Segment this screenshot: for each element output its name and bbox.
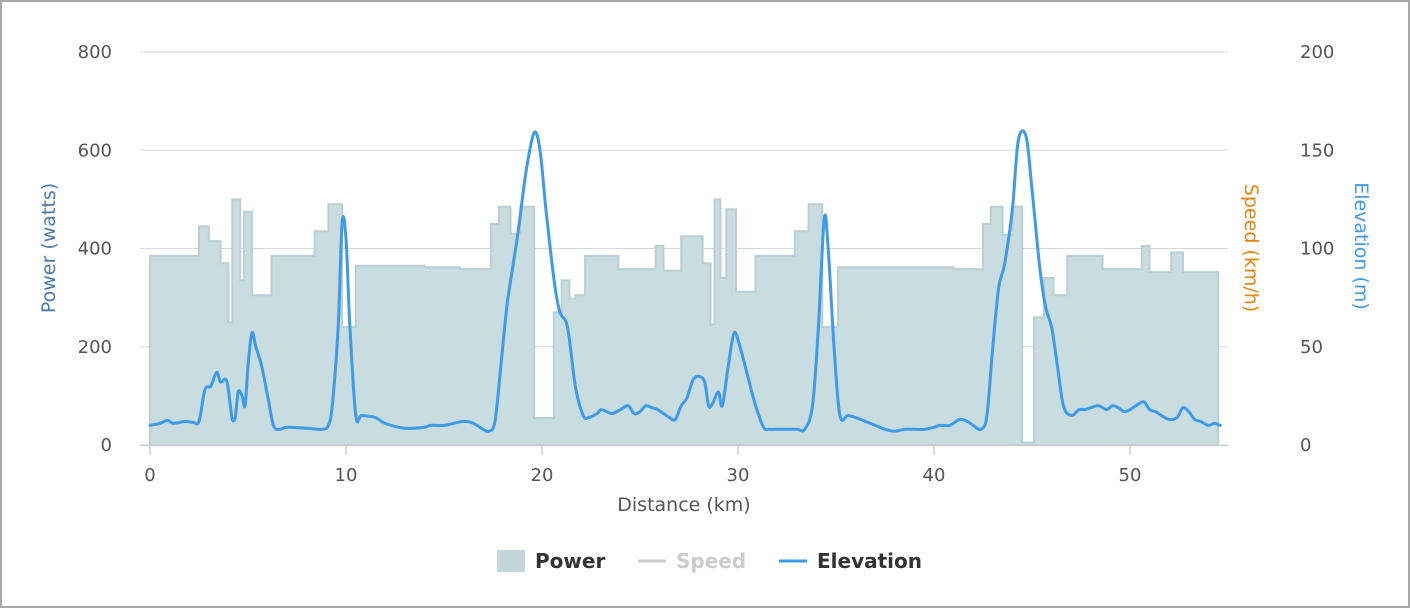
power-tick-label: 0: [101, 435, 112, 456]
power-tick-label: 600: [78, 140, 112, 161]
elevation-tick-label: 150: [1300, 140, 1334, 161]
x-tick-label: 0: [144, 465, 155, 486]
legend: Power Speed Elevation: [497, 549, 922, 573]
x-tick-label: 20: [531, 465, 554, 486]
power-axis-title: Power (watts): [38, 183, 60, 313]
power-tick-label: 400: [78, 239, 112, 260]
x-axis-title: Distance (km): [617, 494, 750, 516]
x-tick-label: 40: [923, 465, 946, 486]
legend-label-elevation: Elevation: [817, 549, 922, 573]
legend-label-power: Power: [535, 549, 605, 573]
elevation-tick-label: 0: [1300, 435, 1311, 456]
elevation-series: [148, 129, 1222, 434]
elevation-line: [148, 129, 1222, 434]
power-tick-label: 800: [78, 42, 112, 63]
speed-axis-title: Speed (km/h): [1240, 184, 1262, 312]
power-series: [149, 198, 1220, 446]
power-tick-label: 200: [78, 337, 112, 358]
power-area: [149, 198, 1220, 446]
x-tick-label: 30: [727, 465, 750, 486]
x-tick-label: 10: [335, 465, 358, 486]
x-tick-label: 50: [1119, 465, 1142, 486]
legend-label-speed: Speed: [676, 549, 746, 573]
elevation-tick-label: 200: [1300, 42, 1334, 63]
legend-item-power[interactable]: Power: [497, 549, 605, 573]
legend-item-elevation[interactable]: Elevation: [779, 549, 922, 573]
legend-swatch-power: [497, 550, 525, 572]
power-axis-ticks: 0 200 400 600 800: [78, 42, 112, 456]
x-axis: 0 10 20 30 40 50: [140, 444, 1228, 486]
elevation-tick-label: 100: [1300, 239, 1334, 260]
elevation-axis-title: Elevation (m): [1350, 182, 1372, 310]
legend-item-speed[interactable]: Speed: [638, 549, 746, 573]
elevation-axis-ticks: 0 50 100 150 200: [1300, 42, 1334, 456]
elevation-tick-label: 50: [1300, 337, 1323, 358]
